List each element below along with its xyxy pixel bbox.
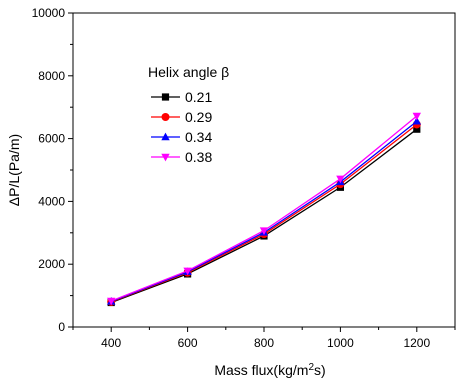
legend-marker	[161, 132, 170, 141]
legend-item: 0.34	[151, 129, 212, 145]
y-axis-title: ΔP/L(Pa/m)	[6, 134, 22, 206]
y-axis: 0 2000 4000 6000 8000 10000	[32, 6, 73, 334]
data-point	[107, 297, 116, 306]
y-tick-label: 4000	[38, 194, 65, 208]
data-point	[412, 116, 421, 125]
legend-item: 0.29	[151, 109, 212, 125]
series-line	[110, 123, 418, 303]
legend: Helix angle β 0.21 0.29 0.34 0.38	[148, 64, 229, 165]
x-axis-title: Mass flux(kg/m2s)	[214, 362, 325, 379]
series-0.21	[107, 125, 421, 307]
y-tick-label: 10000	[32, 6, 66, 20]
plot-frame	[72, 12, 456, 328]
data-point	[183, 267, 192, 276]
y-tick-label: 8000	[38, 69, 65, 83]
series-line	[110, 115, 418, 302]
series-0.34	[107, 116, 421, 305]
plot-area	[72, 12, 456, 328]
series-layer	[107, 112, 421, 307]
legend-label: 0.21	[185, 89, 212, 105]
series-0.38	[107, 112, 421, 306]
x-tick-label: 1200	[403, 336, 430, 350]
x-axis-title-main: Mass flux(kg/m	[214, 362, 308, 378]
data-point	[412, 112, 421, 121]
legend-label: 0.34	[185, 129, 212, 145]
y-tick-label: 6000	[38, 132, 65, 146]
x-tick-label: 1000	[327, 336, 354, 350]
data-point	[259, 227, 269, 236]
x-tick-label: 800	[254, 336, 274, 350]
data-point	[336, 175, 345, 184]
data-point	[413, 125, 421, 133]
legend-marker	[161, 93, 170, 101]
x-tick-label: 600	[178, 336, 198, 350]
x-axis-title-sup: 2	[308, 362, 314, 373]
legend-label: 0.29	[185, 109, 212, 125]
x-axis-title-tail: s)	[314, 362, 326, 378]
legend-title: Helix angle β	[148, 64, 229, 80]
x-axis: 400 600 800 1000 1200	[72, 327, 456, 350]
y-tick-label: 2000	[38, 257, 65, 271]
x-tick-label: 400	[101, 336, 121, 350]
legend-marker	[161, 153, 170, 162]
legend-item: 0.38	[151, 149, 212, 165]
y-tick-label: 0	[58, 320, 65, 334]
legend-label: 0.38	[185, 149, 212, 165]
series-0.29	[107, 120, 421, 306]
series-line	[110, 128, 418, 304]
series-line	[110, 120, 418, 303]
legend-marker	[161, 113, 170, 121]
legend-item: 0.21	[151, 89, 212, 105]
